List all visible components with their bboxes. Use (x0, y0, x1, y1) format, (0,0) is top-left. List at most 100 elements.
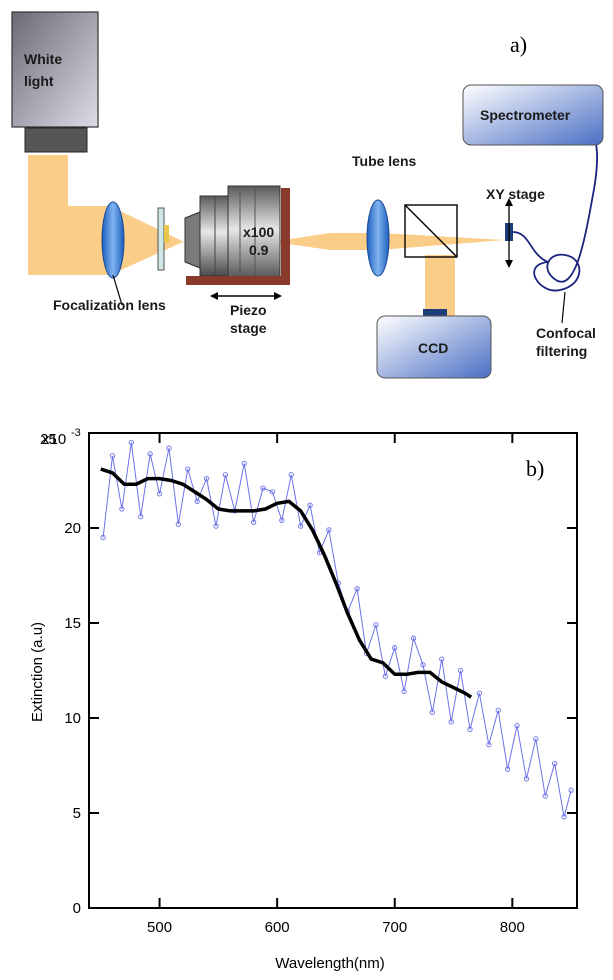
xy-arrow-down-head (505, 260, 513, 268)
light-beam-to-ccd (425, 255, 455, 317)
series-raw-point (213, 523, 219, 529)
piezo-stage-horizontal (186, 276, 290, 285)
x-tick-label: 700 (382, 919, 407, 936)
series-raw-point (100, 534, 106, 541)
ccd-box (376, 315, 492, 379)
series-raw-point (269, 489, 276, 495)
series-raw-point (392, 645, 398, 651)
objective-na: 0.9 (249, 242, 269, 258)
series-smoothed-line (100, 467, 473, 699)
sample (164, 225, 169, 243)
series-raw-point (307, 502, 313, 508)
white-light-aperture (24, 127, 88, 153)
series-raw-point (448, 719, 454, 725)
ccd-label: CCD (418, 340, 448, 356)
series-raw-point (203, 475, 210, 482)
y-tick-label: 15 (64, 615, 81, 632)
focalization-lens-label: Focalization lens (53, 297, 166, 313)
series-raw-point (429, 709, 436, 715)
series-raw-point (486, 741, 492, 748)
piezo-arrow-right-head (274, 292, 282, 300)
spectrometer-box (462, 84, 604, 146)
series-raw-point (552, 760, 558, 767)
sample-slide (157, 207, 165, 271)
confocal-label-1: Confocal (536, 325, 596, 341)
white-light-source (11, 11, 99, 128)
series-raw-point (298, 523, 304, 529)
confocal-pointer (561, 291, 566, 324)
series-raw-point (354, 586, 360, 592)
series-raw-point (147, 451, 153, 457)
series-raw-point (109, 453, 116, 459)
beam-splitter (404, 204, 458, 258)
piezo-label-2: stage (230, 320, 267, 336)
setup-diagram: White light Focalization lens x100 0.9 P… (11, 11, 604, 379)
y-axis-ticks: 0 5 10 15 20 25 (40, 431, 577, 917)
xy-arrow-up-head (505, 198, 513, 206)
series-raw-point (279, 517, 285, 524)
panel-a-label: a) (510, 32, 527, 57)
series-raw-point (138, 513, 144, 520)
white-light-label-2: light (24, 73, 54, 89)
piezo-stage-vertical (281, 188, 290, 284)
series-raw-point (260, 485, 266, 491)
series-raw-point (514, 722, 520, 729)
piezo-arrow-left-head (210, 292, 218, 300)
series-raw-point (373, 622, 379, 628)
series-raw-line (102, 442, 572, 817)
y-tick-label: 5 (73, 805, 81, 822)
piezo-label-1: Piezo (230, 302, 267, 318)
objective (184, 185, 281, 283)
series-raw-point (561, 814, 567, 820)
series-group (100, 439, 574, 820)
series-raw-point (326, 527, 332, 533)
series-raw-point (222, 472, 229, 478)
y-tick-label: 20 (64, 520, 81, 537)
series-raw-point (523, 776, 530, 782)
series-raw-point (185, 466, 191, 472)
y-tick-label-top: 25 (40, 431, 57, 448)
series-raw-point (420, 662, 426, 668)
series-raw-point (194, 498, 200, 505)
x-tick-label: 600 (265, 919, 290, 936)
y-exponent: -3 (71, 427, 81, 439)
optical-fiber (512, 127, 598, 292)
x-tick-label: 800 (500, 919, 525, 936)
focalization-lens-pointer (112, 274, 123, 306)
series-raw-point (250, 519, 257, 525)
x-tick-label: 500 (147, 919, 172, 936)
confocal-label-2: filtering (536, 343, 587, 359)
series-raw-point (288, 472, 294, 478)
series-raw-point (166, 445, 172, 451)
tube-lens-label: Tube lens (352, 153, 417, 169)
spectrometer-label: Spectrometer (480, 107, 571, 123)
series-raw-point (568, 787, 574, 793)
series-raw-point (401, 688, 407, 695)
xy-stage-label: XY stage (486, 186, 545, 202)
series-raw-point (476, 690, 483, 696)
series-raw-point (439, 656, 445, 662)
series-raw-point (542, 793, 548, 799)
series-raw-point (241, 460, 247, 467)
series-raw-point (467, 726, 473, 733)
series-raw-point (119, 506, 125, 512)
series-raw-point (410, 635, 417, 641)
x-axis-ticks: 500 600 700 800 (147, 433, 525, 936)
series-raw-point (128, 439, 134, 446)
tube-lens (366, 199, 390, 277)
chart: 500 600 700 800 0 5 10 15 20 25 x10 -3 Wavelengt… (29, 427, 578, 972)
series-raw-point (382, 673, 388, 679)
y-axis-label: Extinction (a.u) (29, 622, 46, 722)
y-tick-label: 10 (64, 710, 81, 727)
objective-magnification: x100 (243, 224, 274, 240)
y-exponent-base: x10 (42, 431, 66, 448)
series-raw-point (457, 667, 464, 674)
series-raw-point (175, 521, 182, 527)
series-raw-point (495, 707, 501, 714)
white-light-label-1: White (24, 51, 62, 67)
series-raw-point (533, 736, 539, 742)
focalization-lens (101, 201, 125, 279)
plot-frame (88, 432, 578, 909)
